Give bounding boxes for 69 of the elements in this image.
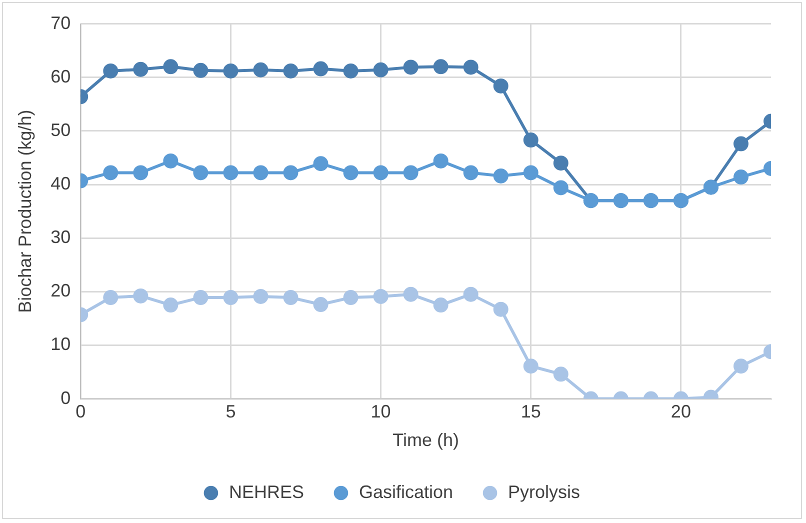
point xyxy=(193,165,208,180)
point xyxy=(433,153,448,168)
legend-label: Pyrolysis xyxy=(508,482,580,502)
point xyxy=(193,290,208,306)
legend-label: NEHRES xyxy=(228,482,304,502)
point xyxy=(553,180,568,196)
point xyxy=(493,302,508,317)
point xyxy=(163,59,178,74)
point xyxy=(553,366,568,382)
x-tick-label: 20 xyxy=(670,402,691,422)
point xyxy=(133,288,148,304)
point xyxy=(223,165,238,180)
point xyxy=(493,168,508,184)
y-tick-label: 70 xyxy=(50,12,71,33)
y-tick-label: 30 xyxy=(50,227,71,248)
point xyxy=(733,170,748,185)
point xyxy=(223,290,238,306)
point xyxy=(343,165,358,180)
point xyxy=(733,136,748,152)
point xyxy=(553,156,568,171)
point xyxy=(373,165,388,180)
point xyxy=(103,290,118,306)
point xyxy=(223,63,238,78)
point xyxy=(253,288,268,304)
point xyxy=(313,61,328,76)
point xyxy=(253,62,268,78)
x-tick-label: 5 xyxy=(226,402,236,422)
point xyxy=(343,290,358,306)
point xyxy=(163,153,178,168)
point xyxy=(163,298,178,313)
x-tick-label: 10 xyxy=(370,402,391,422)
point xyxy=(493,78,508,94)
y-tick-label: 60 xyxy=(50,66,71,86)
x-axis-title: Time (h) xyxy=(392,430,459,450)
point xyxy=(313,297,328,312)
point xyxy=(313,156,328,172)
point xyxy=(463,286,478,302)
x-tick-label: 0 xyxy=(76,402,86,422)
point xyxy=(403,165,418,180)
point xyxy=(283,165,298,180)
legend-label: Gasification xyxy=(358,482,454,502)
point xyxy=(433,59,448,74)
point xyxy=(253,165,268,180)
point xyxy=(133,165,148,180)
point xyxy=(403,286,418,302)
point xyxy=(523,132,538,148)
y-tick-label: 10 xyxy=(50,334,71,354)
point xyxy=(133,62,148,77)
point xyxy=(103,63,118,78)
y-tick-label: 50 xyxy=(50,120,71,140)
point xyxy=(733,358,748,374)
y-tick-label: 0 xyxy=(60,388,71,408)
point xyxy=(523,165,538,180)
point xyxy=(373,288,388,304)
y-tick-label: 20 xyxy=(50,280,71,301)
point xyxy=(103,165,118,180)
point xyxy=(463,165,478,180)
point xyxy=(373,62,388,78)
y-tick-label: 40 xyxy=(50,173,71,194)
point xyxy=(283,290,298,306)
point xyxy=(193,62,208,78)
point xyxy=(433,298,448,313)
point xyxy=(463,60,478,75)
point xyxy=(403,60,418,75)
y-axis-title: Biochar Production (kg/h) xyxy=(14,110,35,313)
point xyxy=(523,358,538,374)
point xyxy=(343,63,358,78)
x-tick-label: 15 xyxy=(520,402,541,422)
point xyxy=(283,63,298,78)
